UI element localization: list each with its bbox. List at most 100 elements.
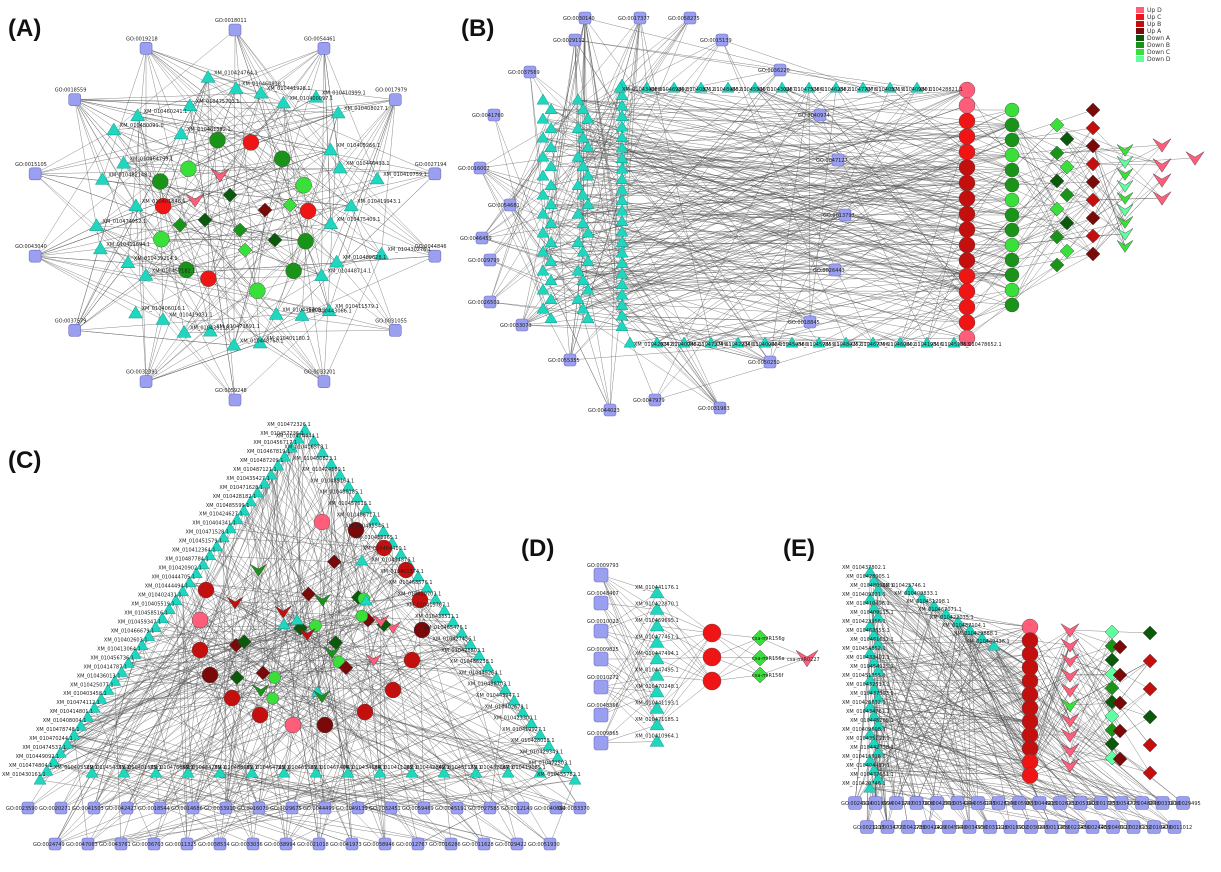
go-term-node (114, 837, 128, 851)
gene-label: XM_010440436.1 (966, 639, 1010, 645)
go-term-label: GO:0051930 (528, 842, 560, 848)
go-term-node (475, 231, 489, 245)
edge (348, 486, 359, 598)
gene-node (169, 594, 183, 605)
mrna-node (1004, 117, 1020, 133)
edge (656, 625, 713, 658)
lncrna-node (1116, 168, 1134, 181)
go-term-label: GO:0050250 (748, 360, 780, 366)
edge (276, 314, 396, 331)
go-term-label: GO:0009793 (587, 563, 619, 569)
gene-label: XM_010400024.1 (742, 342, 786, 348)
edge (330, 149, 396, 331)
lncrna-node (365, 653, 382, 667)
mirna-node (1085, 156, 1101, 172)
go-term-label: GO:0021115 (853, 825, 885, 831)
edge (160, 77, 209, 182)
gene-label: XM_010438511.1 (415, 614, 459, 620)
edge (877, 724, 1031, 776)
gene-label: XM_010430276.1 (387, 247, 431, 253)
gene-node (33, 773, 47, 785)
edge (307, 210, 330, 311)
lncrna-node (226, 596, 244, 610)
gene-label: XM_010462582.1 (811, 87, 855, 93)
edge (135, 547, 385, 655)
edge (322, 475, 341, 600)
gene-label: XM_010485164.1 (311, 478, 355, 484)
edge (542, 17, 586, 272)
go-term-node (1126, 820, 1141, 834)
gene-label: XM_010463555.1 (846, 628, 890, 634)
edge (873, 715, 1134, 828)
edge (323, 48, 378, 180)
gene-label: XM_010472503.1 (528, 761, 572, 767)
gene-node (355, 554, 369, 566)
edge (582, 109, 1013, 216)
edge (347, 772, 491, 809)
gene-label: XM_010419927.1 (502, 727, 546, 733)
gene-node (649, 602, 665, 615)
edge (957, 621, 1175, 828)
edge (1069, 701, 1113, 736)
gene-node (623, 336, 637, 348)
edge (217, 139, 291, 206)
edge (577, 185, 968, 230)
edge (582, 229, 968, 310)
gene-label: XM_010487784.1 (165, 557, 209, 563)
gene-label: XM_010420902.1 (158, 566, 202, 572)
edge (582, 137, 1013, 291)
gene-node (128, 305, 144, 319)
edge (331, 486, 349, 653)
edge (869, 625, 1031, 776)
go-term-node (593, 595, 609, 611)
go-term-label: GO:0048848 (1128, 801, 1160, 807)
gene-node (244, 495, 258, 507)
edge (619, 87, 1013, 186)
edge (873, 607, 991, 828)
gene-label: XM_010486703.1 (467, 682, 511, 688)
edge (600, 686, 658, 742)
edge (873, 748, 1031, 771)
go-term-node (848, 796, 862, 810)
gene-node (368, 513, 382, 525)
edge (324, 554, 402, 809)
edge (74, 99, 211, 332)
edge (113, 29, 236, 131)
edge (966, 199, 1094, 308)
edge (259, 241, 306, 344)
edge (600, 724, 658, 744)
edge (1092, 149, 1126, 219)
go-term-node (1106, 820, 1120, 834)
edge (1069, 631, 1113, 691)
gene-node (323, 142, 338, 156)
edge (877, 778, 1061, 804)
go-term-label: GO:0029799 (468, 258, 500, 264)
mirna-node (1142, 681, 1158, 697)
edge (600, 630, 658, 643)
edge (711, 632, 761, 676)
edge (584, 17, 623, 264)
gene-label: XM_010474444.1 (276, 433, 320, 439)
go-term-node (68, 324, 82, 337)
edge (259, 99, 396, 344)
edge (877, 697, 1031, 722)
go-term-label: GO:0018845 (788, 320, 820, 326)
edge (1069, 689, 1113, 745)
mrna-node (958, 221, 976, 238)
edge (102, 139, 218, 180)
gene-node (863, 592, 877, 604)
edge (600, 642, 658, 716)
edge (145, 158, 283, 276)
mrna-node (153, 231, 170, 248)
gene-node (276, 95, 291, 109)
edge (199, 474, 272, 651)
edge (364, 644, 471, 713)
gene-node (650, 336, 664, 348)
edge (123, 626, 393, 774)
go-term-label: GO:0040684 (534, 806, 566, 812)
svg-text:Down D: Down D (1147, 56, 1171, 63)
edge (957, 621, 1031, 722)
edge (754, 87, 968, 339)
gene-label: XM_010442842.1 (406, 765, 450, 771)
gene-node (863, 727, 877, 739)
